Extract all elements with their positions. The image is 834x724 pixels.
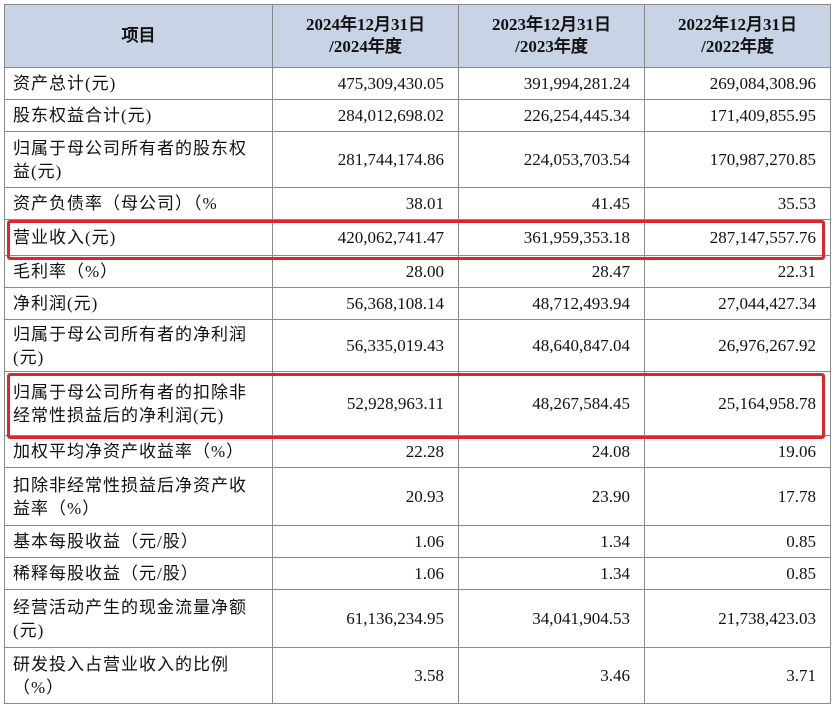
table-row: 归属于母公司所有者的净利润(元) 56,335,019.43 48,640,84…: [4, 319, 831, 372]
row-label: 股东权益合计(元): [4, 99, 273, 132]
value-2023: 48,640,847.04: [458, 319, 645, 372]
value-2022: 171,409,855.95: [644, 99, 831, 132]
value-2022: 27,044,427.34: [644, 287, 831, 320]
row-label: 归属于母公司所有者的净利润(元): [4, 319, 273, 372]
financial-table: 项目 2024年12月31日 /2024年度 2023年12月31日 /2023…: [4, 4, 831, 704]
value-2022: 170,987,270.85: [644, 131, 831, 188]
value-2023: 48,267,584.45: [458, 371, 645, 436]
table-row: 股东权益合计(元) 284,012,698.02 226,254,445.34 …: [4, 99, 831, 132]
value-2022: 35.53: [644, 187, 831, 220]
header-2024-date: 2024年12月31日: [306, 15, 425, 34]
value-2023: 34,041,904.53: [458, 589, 645, 648]
value-2024: 61,136,234.95: [272, 589, 459, 648]
row-label: 研发投入占营业收入的比例（%）: [4, 647, 273, 704]
table-row: 净利润(元) 56,368,108.14 48,712,493.94 27,04…: [4, 287, 831, 320]
table-row: 研发投入占营业收入的比例（%） 3.58 3.46 3.71: [4, 647, 831, 704]
header-2022-date: 2022年12月31日: [678, 15, 797, 34]
table-row: 资产总计(元) 475,309,430.05 391,994,281.24 26…: [4, 67, 831, 100]
header-2023-period: /2023年度: [515, 37, 588, 56]
value-2022: 287,147,557.76: [644, 219, 831, 256]
value-2024: 1.06: [272, 557, 459, 590]
table-row: 资产负债率（母公司）（% 38.01 41.45 35.53: [4, 187, 831, 220]
header-2022: 2022年12月31日 /2022年度: [644, 4, 831, 68]
table-row: 稀释每股收益（元/股） 1.06 1.34 0.85: [4, 557, 831, 590]
header-2024-period: /2024年度: [329, 37, 402, 56]
table-header: 项目 2024年12月31日 /2024年度 2023年12月31日 /2023…: [4, 4, 831, 68]
row-label: 稀释每股收益（元/股）: [4, 557, 273, 590]
row-label: 营业收入(元): [4, 219, 273, 256]
value-2023: 28.47: [458, 255, 645, 288]
value-2023: 224,053,703.54: [458, 131, 645, 188]
value-2024: 22.28: [272, 435, 459, 468]
header-2022-period: /2022年度: [701, 37, 774, 56]
row-label: 归属于母公司所有者的扣除非经常性损益后的净利润(元): [4, 371, 273, 436]
value-2024: 38.01: [272, 187, 459, 220]
value-2024: 1.06: [272, 525, 459, 558]
value-2023: 41.45: [458, 187, 645, 220]
value-2022: 22.31: [644, 255, 831, 288]
value-2023: 391,994,281.24: [458, 67, 645, 100]
table-row: 毛利率（%） 28.00 28.47 22.31: [4, 255, 831, 288]
header-item: 项目: [4, 4, 273, 68]
table-row: 归属于母公司所有者的股东权益(元) 281,744,174.86 224,053…: [4, 131, 831, 188]
value-2022: 0.85: [644, 525, 831, 558]
row-label: 扣除非经常性损益后净资产收益率（%）: [4, 467, 273, 526]
value-2024: 28.00: [272, 255, 459, 288]
table-row: 基本每股收益（元/股） 1.06 1.34 0.85: [4, 525, 831, 558]
value-2023: 1.34: [458, 525, 645, 558]
row-label: 经营活动产生的现金流量净额(元): [4, 589, 273, 648]
table-row: 扣除非经常性损益后净资产收益率（%） 20.93 23.90 17.78: [4, 467, 831, 526]
value-2024: 284,012,698.02: [272, 99, 459, 132]
value-2022: 0.85: [644, 557, 831, 590]
value-2024: 56,335,019.43: [272, 319, 459, 372]
table-row: 经营活动产生的现金流量净额(元) 61,136,234.95 34,041,90…: [4, 589, 831, 648]
value-2023: 23.90: [458, 467, 645, 526]
header-2023-date: 2023年12月31日: [492, 15, 611, 34]
value-2024: 475,309,430.05: [272, 67, 459, 100]
value-2022: 17.78: [644, 467, 831, 526]
value-2023: 226,254,445.34: [458, 99, 645, 132]
value-2024: 3.58: [272, 647, 459, 704]
table-row: 加权平均净资产收益率（%） 22.28 24.08 19.06: [4, 435, 831, 468]
row-label: 加权平均净资产收益率（%）: [4, 435, 273, 468]
value-2022: 26,976,267.92: [644, 319, 831, 372]
value-2024: 56,368,108.14: [272, 287, 459, 320]
table-body: 资产总计(元) 475,309,430.05 391,994,281.24 26…: [4, 67, 831, 704]
value-2023: 24.08: [458, 435, 645, 468]
row-label: 归属于母公司所有者的股东权益(元): [4, 131, 273, 188]
value-2024: 281,744,174.86: [272, 131, 459, 188]
value-2023: 1.34: [458, 557, 645, 590]
value-2022: 269,084,308.96: [644, 67, 831, 100]
row-label: 资产负债率（母公司）（%: [4, 187, 273, 220]
value-2023: 48,712,493.94: [458, 287, 645, 320]
value-2022: 3.71: [644, 647, 831, 704]
value-2024: 420,062,741.47: [272, 219, 459, 256]
header-2023: 2023年12月31日 /2023年度: [458, 4, 645, 68]
value-2024: 20.93: [272, 467, 459, 526]
row-label: 净利润(元): [4, 287, 273, 320]
table-row: 归属于母公司所有者的扣除非经常性损益后的净利润(元) 52,928,963.11…: [4, 371, 831, 436]
header-row: 项目 2024年12月31日 /2024年度 2023年12月31日 /2023…: [4, 4, 831, 68]
row-label: 毛利率（%）: [4, 255, 273, 288]
value-2022: 21,738,423.03: [644, 589, 831, 648]
value-2022: 25,164,958.78: [644, 371, 831, 436]
header-2024: 2024年12月31日 /2024年度: [272, 4, 459, 68]
table-row: 营业收入(元) 420,062,741.47 361,959,353.18 28…: [4, 219, 831, 256]
value-2023: 3.46: [458, 647, 645, 704]
value-2022: 19.06: [644, 435, 831, 468]
row-label: 资产总计(元): [4, 67, 273, 100]
row-label: 基本每股收益（元/股）: [4, 525, 273, 558]
value-2023: 361,959,353.18: [458, 219, 645, 256]
value-2024: 52,928,963.11: [272, 371, 459, 436]
